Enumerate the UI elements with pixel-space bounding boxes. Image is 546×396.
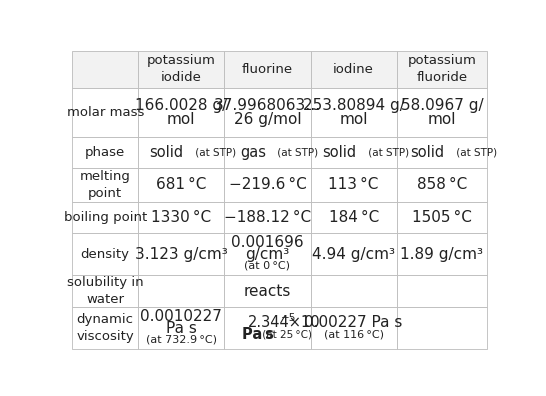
Text: dynamic
viscosity: dynamic viscosity [76,313,134,343]
Text: 184 °C: 184 °C [329,210,379,225]
Text: −219.6 °C: −219.6 °C [229,177,306,192]
Text: 3.123 g/cm³: 3.123 g/cm³ [135,247,228,262]
Text: potassium
iodide: potassium iodide [147,54,216,84]
Text: mol: mol [340,112,368,127]
Text: 1.89 g/cm³: 1.89 g/cm³ [400,247,483,262]
Bar [224,233,311,276]
Text: −5: −5 [281,314,296,324]
Text: 0.00227 Pa s: 0.00227 Pa s [305,315,403,330]
Bar [73,276,138,307]
Bar [73,51,138,88]
Text: 1505 °C: 1505 °C [412,210,472,225]
Text: reacts: reacts [244,284,291,299]
Bar [311,202,397,233]
Bar [224,202,311,233]
Text: 37.9968063…: 37.9968063… [213,98,321,113]
Text: solid: solid [150,145,184,160]
Bar [224,137,311,168]
Bar [73,202,138,233]
Bar [224,307,311,349]
Text: potassium
fluoride: potassium fluoride [407,54,477,84]
Bar [224,276,311,307]
Text: gas: gas [240,145,266,160]
Text: (at STP): (at STP) [192,147,236,158]
Bar [397,202,487,233]
Bar [397,168,487,202]
Text: 0.0010227: 0.0010227 [140,309,222,324]
Text: 4.94 g/cm³: 4.94 g/cm³ [312,247,395,262]
Text: iodine: iodine [333,63,374,76]
Bar [311,168,397,202]
Text: solid: solid [411,145,444,160]
Bar [138,276,224,307]
Bar [138,168,224,202]
Bar [311,137,397,168]
Bar [138,137,224,168]
Bar [311,233,397,276]
Bar [397,307,487,349]
Text: Pa s: Pa s [165,321,197,336]
Text: (at 25 °C): (at 25 °C) [259,329,312,339]
Text: mol: mol [167,112,195,127]
Text: 858 °C: 858 °C [417,177,467,192]
Bar [73,307,138,349]
Bar [138,307,224,349]
Text: −188.12 °C: −188.12 °C [224,210,311,225]
Text: 1330 °C: 1330 °C [151,210,211,225]
Bar [397,51,487,88]
Text: (at 0 °C): (at 0 °C) [245,261,290,271]
Bar [73,88,138,137]
Text: 681 °C: 681 °C [156,177,206,192]
Bar [138,202,224,233]
Bar [138,88,224,137]
Text: (at STP): (at STP) [365,147,409,158]
Text: fluorine: fluorine [242,63,293,76]
Text: (at 116 °C): (at 116 °C) [324,329,384,339]
Bar [138,233,224,276]
Bar [397,137,487,168]
Bar [224,51,311,88]
Bar [73,233,138,276]
Text: (at STP): (at STP) [274,147,318,158]
Bar [73,168,138,202]
Text: phase: phase [85,146,126,159]
Text: (at STP): (at STP) [453,147,497,158]
Text: 2.344×10: 2.344×10 [247,315,320,330]
Text: 58.0967 g/: 58.0967 g/ [401,98,483,113]
Text: 0.001696: 0.001696 [231,235,304,250]
Bar [224,168,311,202]
Text: (at 732.9 °C): (at 732.9 °C) [146,335,217,345]
Text: 26 g/mol: 26 g/mol [234,112,301,127]
Bar [224,88,311,137]
Text: g/cm³: g/cm³ [245,247,289,262]
Text: density: density [81,248,130,261]
Text: 113 °C: 113 °C [329,177,379,192]
Bar [311,276,397,307]
Bar [311,88,397,137]
Text: mol: mol [428,112,456,127]
Bar [138,51,224,88]
Text: boiling point: boiling point [64,211,147,224]
Bar [397,233,487,276]
Text: Pa s: Pa s [242,327,274,342]
Bar [311,51,397,88]
Bar [311,307,397,349]
Bar [397,276,487,307]
Text: molar mass: molar mass [67,106,144,119]
Text: 253.80894 g/: 253.80894 g/ [302,98,405,113]
Text: solubility in
water: solubility in water [67,276,144,306]
Text: solid: solid [322,145,357,160]
Text: 166.0028 g/: 166.0028 g/ [135,98,227,113]
Text: melting
point: melting point [80,170,130,200]
Bar [397,88,487,137]
Bar [73,137,138,168]
